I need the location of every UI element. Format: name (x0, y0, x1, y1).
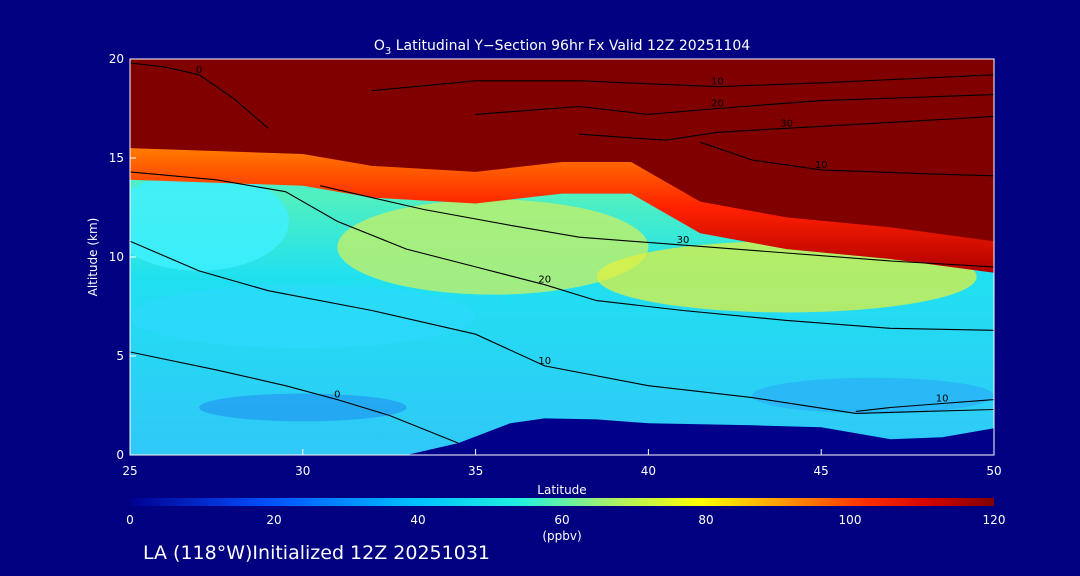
x-tick-label-4: 45 (814, 464, 829, 478)
y-tick-label-1: 5 (116, 349, 124, 363)
field-shade-midlat (337, 199, 649, 295)
run-info-footer: LA (118°W)Initialized 12Z 20251031 (143, 542, 490, 564)
title-species: O (374, 38, 385, 54)
contour-label-1: 10 (538, 356, 551, 367)
x-tick-label-3: 40 (641, 464, 656, 478)
y-axis-label: Altitude (km) (86, 218, 100, 297)
x-axis: 25 30 35 40 45 50 (122, 449, 1002, 478)
x-tick-label-0: 25 (122, 464, 137, 478)
colorbar-tick-label-6: 120 (983, 513, 1006, 527)
contour-label-4: 10 (815, 160, 828, 171)
contour-line-5 (371, 74, 994, 92)
colorbar-tick-label-4: 80 (698, 513, 713, 527)
y-tick-label-2: 10 (109, 250, 124, 264)
contour-line-4 (700, 141, 994, 177)
y-axis: 0 5 10 15 20 (109, 52, 136, 462)
colorbar-tick-label-3: 60 (554, 513, 569, 527)
field-shading (130, 171, 994, 422)
colorbar-tick-label-1: 20 (266, 513, 281, 527)
contour-line-8 (855, 399, 994, 412)
field-shade-north (596, 241, 977, 313)
contour-label-5: 10 (711, 77, 724, 88)
contour-line-6 (475, 94, 994, 115)
contour-label-7: 30 (780, 118, 793, 129)
chart-title: O3 Latitudinal Y−Section 96hr Fx Valid 1… (374, 38, 750, 57)
x-axis-label: Latitude (537, 483, 586, 497)
y-tick-label-0: 0 (116, 448, 124, 462)
title-species-subscript: 3 (385, 46, 391, 57)
plot-area: 0 10 20 30 10 10 20 30 10 0 (130, 59, 994, 455)
y-tick-label-4: 20 (109, 52, 124, 66)
contour-lines: 0 10 20 30 10 10 20 30 10 0 (130, 62, 994, 444)
colorbar (130, 498, 994, 506)
contour-label-9: 0 (196, 65, 202, 76)
x-tick-label-5: 50 (986, 464, 1001, 478)
title-rest: Latitudinal Y−Section 96hr Fx Valid 12Z … (391, 38, 750, 54)
field-shade-low-lat (130, 171, 289, 271)
y-tick-label-3: 15 (109, 151, 124, 165)
colorbar-units: (ppbv) (542, 529, 581, 543)
contour-label-3: 30 (677, 235, 690, 246)
colorbar-tick-label-0: 0 (126, 513, 134, 527)
contour-line-1 (130, 240, 994, 414)
contour-label-6: 20 (711, 99, 724, 110)
contour-line-0 (130, 351, 459, 444)
contour-line-2 (130, 171, 994, 331)
contour-label-0: 0 (334, 390, 340, 401)
colorbar-tick-label-5: 100 (839, 513, 862, 527)
field-shade-mid (130, 284, 476, 349)
x-tick-label-2: 35 (468, 464, 483, 478)
contour-label-8: 10 (936, 394, 949, 405)
x-tick-label-1: 30 (295, 464, 310, 478)
field-shade-surface-north (752, 377, 994, 414)
contour-line-3 (319, 185, 994, 268)
stratosphere-high-ozone (130, 59, 994, 242)
contour-label-2: 20 (538, 275, 551, 286)
colorbar-tick-label-2: 40 (410, 513, 425, 527)
contour-line-9 (130, 62, 269, 129)
contour-line-7 (579, 115, 994, 141)
terrain-mask (130, 418, 994, 455)
field-shade-boundary-layer (199, 393, 407, 422)
colorbar-ticks: 0 20 40 60 80 100 120 (126, 513, 1005, 527)
